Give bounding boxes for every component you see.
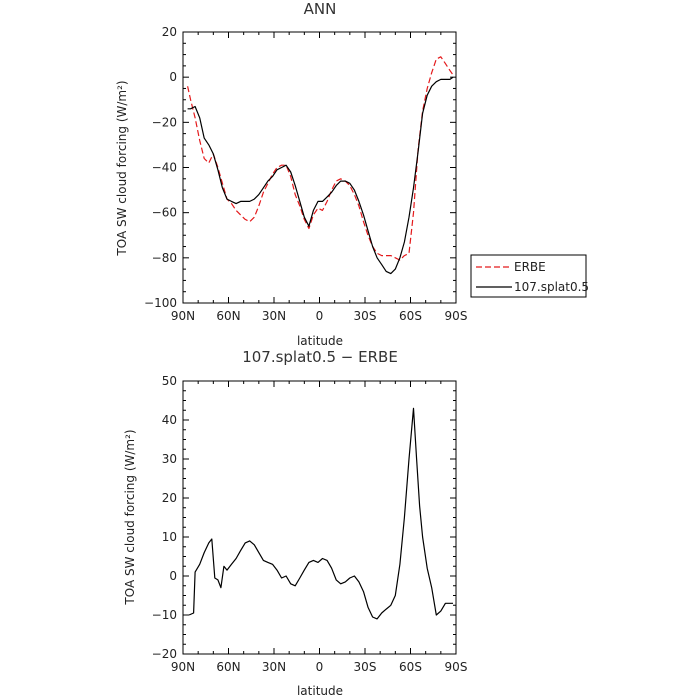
x-tick-label: 30N — [262, 660, 286, 674]
x-axis: 90N 60N 30N 0 30S 60S 90S — [171, 32, 468, 323]
y-axis-label: TOA SW cloud forcing (W/m²) — [115, 80, 129, 256]
y-tick-label: 20 — [162, 491, 177, 505]
x-tick-label: 90N — [171, 660, 195, 674]
legend: ERBE 107.splat0.5 — [470, 254, 589, 298]
panel-bottom: 107.splat0.5 − ERBE 50 40 30 20 10 0 −10 −20 90… — [123, 348, 467, 698]
x-tick-label: 30S — [354, 309, 377, 323]
legend-box — [470, 254, 587, 298]
y-tick-label: −80 — [152, 251, 177, 265]
x-axis-label: latitude — [297, 334, 343, 348]
legend-label-model: 107.splat0.5 — [514, 280, 589, 294]
y-tick-label: 0 — [169, 569, 177, 583]
plot-frame — [182, 380, 457, 655]
x-tick-label: 0 — [316, 660, 324, 674]
x-tick-label: 60S — [399, 309, 422, 323]
y-tick-label: −100 — [144, 296, 177, 310]
series-line-erbe — [187, 56, 454, 261]
x-axis-label: latitude — [297, 684, 343, 698]
x-axis: 90N 60N 30N 0 30S 60S 90S — [171, 381, 468, 674]
plot-frame — [182, 31, 457, 304]
y-tick-label: −20 — [152, 647, 177, 661]
y-tick-label: 30 — [162, 452, 177, 466]
y-tick-label: −10 — [152, 608, 177, 622]
x-tick-label: 30N — [262, 309, 286, 323]
panel-top: ANN 20 0 −20 −40 −60 −80 −100 90N 60N 30N 0 30S 60S… — [115, 0, 589, 348]
x-tick-label: 90S — [445, 309, 468, 323]
x-tick-label: 90S — [445, 660, 468, 674]
chart-marks — [188, 407, 453, 620]
y-axis-label: TOA SW cloud forcing (W/m²) — [123, 429, 137, 605]
y-tick-label: 10 — [162, 530, 177, 544]
panel-title: ANN — [304, 0, 337, 18]
x-tick-label: 90N — [171, 309, 195, 323]
chart-marks — [187, 56, 454, 275]
y-tick-label: 0 — [169, 70, 177, 84]
y-tick-label: 40 — [162, 413, 177, 427]
y-axis: 50 40 30 20 10 0 −10 −20 — [152, 374, 456, 661]
series-line-difference — [188, 407, 453, 620]
panel-title: 107.splat0.5 − ERBE — [242, 348, 398, 366]
legend-label-erbe: ERBE — [514, 260, 546, 274]
x-tick-label: 60S — [399, 660, 422, 674]
y-tick-label: −60 — [152, 206, 177, 220]
y-tick-label: −20 — [152, 115, 177, 129]
series-line-107-splat0-5 — [187, 76, 454, 275]
y-tick-label: 20 — [162, 25, 177, 39]
y-tick-label: −40 — [152, 161, 177, 175]
y-tick-label: 50 — [162, 374, 177, 388]
x-tick-label: 60N — [216, 660, 240, 674]
x-tick-label: 0 — [316, 309, 324, 323]
x-tick-label: 30S — [354, 660, 377, 674]
y-axis: 20 0 −20 −40 −60 −80 −100 — [144, 25, 456, 310]
x-tick-label: 60N — [216, 309, 240, 323]
